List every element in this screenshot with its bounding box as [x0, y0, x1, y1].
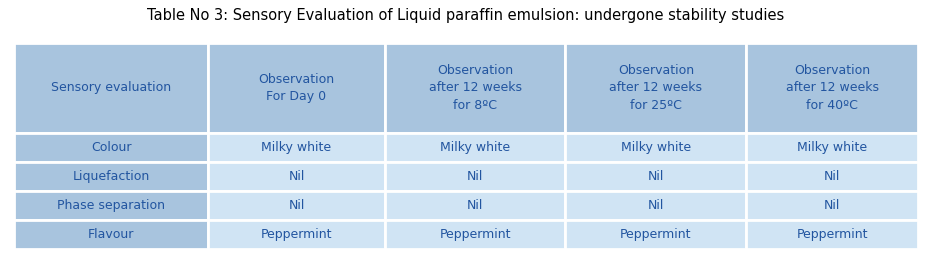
- Bar: [566, 162, 747, 191]
- Bar: [209, 220, 385, 249]
- Text: Flavour: Flavour: [88, 228, 134, 241]
- Bar: [747, 191, 918, 220]
- Text: Nil: Nil: [648, 170, 664, 183]
- Bar: [385, 220, 566, 249]
- Bar: [14, 162, 209, 191]
- Bar: [385, 43, 566, 133]
- Text: Colour: Colour: [91, 141, 131, 154]
- Bar: [747, 220, 918, 249]
- Text: Nil: Nil: [648, 199, 664, 212]
- Bar: [14, 43, 209, 133]
- Text: Peppermint: Peppermint: [620, 228, 692, 241]
- Text: Peppermint: Peppermint: [796, 228, 868, 241]
- Bar: [14, 133, 209, 162]
- Bar: [385, 133, 566, 162]
- Text: Observation
For Day 0: Observation For Day 0: [258, 73, 335, 103]
- Text: Nil: Nil: [824, 170, 841, 183]
- Bar: [385, 191, 566, 220]
- Bar: [566, 220, 747, 249]
- Bar: [747, 43, 918, 133]
- Text: Milky white: Milky white: [621, 141, 691, 154]
- Text: Nil: Nil: [467, 199, 483, 212]
- Text: Milky white: Milky white: [440, 141, 510, 154]
- Bar: [385, 162, 566, 191]
- Text: Table No 3: Sensory Evaluation of Liquid paraffin emulsion: undergone stability : Table No 3: Sensory Evaluation of Liquid…: [147, 8, 785, 23]
- Bar: [566, 43, 747, 133]
- Bar: [747, 162, 918, 191]
- Text: Phase separation: Phase separation: [57, 199, 165, 212]
- Bar: [566, 133, 747, 162]
- Text: Milky white: Milky white: [262, 141, 332, 154]
- Text: Milky white: Milky white: [797, 141, 867, 154]
- Bar: [209, 191, 385, 220]
- Text: Observation
after 12 weeks
for 40ºC: Observation after 12 weeks for 40ºC: [786, 64, 879, 112]
- Text: Nil: Nil: [824, 199, 841, 212]
- Text: Sensory evaluation: Sensory evaluation: [51, 82, 171, 94]
- Text: Liquefaction: Liquefaction: [73, 170, 150, 183]
- Bar: [747, 133, 918, 162]
- Bar: [14, 191, 209, 220]
- Bar: [209, 133, 385, 162]
- Text: Observation
after 12 weeks
for 25ºC: Observation after 12 weeks for 25ºC: [610, 64, 703, 112]
- Text: Peppermint: Peppermint: [439, 228, 511, 241]
- Text: Nil: Nil: [288, 199, 305, 212]
- Bar: [209, 43, 385, 133]
- Bar: [566, 191, 747, 220]
- Text: Nil: Nil: [467, 170, 483, 183]
- Text: Peppermint: Peppermint: [261, 228, 332, 241]
- Bar: [209, 162, 385, 191]
- Bar: [14, 220, 209, 249]
- Text: Observation
after 12 weeks
for 8ºC: Observation after 12 weeks for 8ºC: [429, 64, 522, 112]
- Text: Nil: Nil: [288, 170, 305, 183]
